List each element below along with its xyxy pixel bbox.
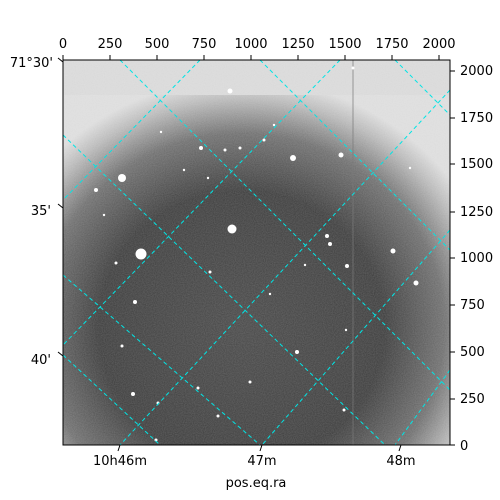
star [227,88,233,94]
star [131,392,135,396]
star [199,146,203,150]
star [303,263,307,267]
plot-frame [62,59,451,446]
star [120,344,124,348]
right-tick-label: 250 [460,392,485,407]
star [196,386,200,390]
right-axis-labels: 2000 1750 1500 1250 1000 750 500 250 0 [460,64,493,454]
star [114,261,118,265]
star [390,248,396,254]
bottom-tick-label: 48m [386,454,415,469]
top-tick-label: 2000 [422,37,455,52]
top-tick-label: 1500 [328,37,361,52]
grid-line [63,60,201,201]
top-tick-label: 500 [145,37,170,52]
left-tick [57,351,64,357]
star [328,242,332,246]
star [338,152,344,158]
left-tick [57,57,64,63]
top-tick-label: 0 [59,37,67,52]
star [159,130,163,134]
star [208,270,212,274]
top-tick-label: 250 [98,37,123,52]
grid-line [63,274,261,445]
left-tick-label: 40' [31,353,51,368]
bottom-tick [117,444,121,452]
star [408,166,412,170]
grid-line [63,134,386,445]
star [154,438,158,442]
tick-marks [57,55,455,452]
star [345,264,349,268]
star [262,138,266,142]
top-tick-label: 750 [192,37,217,52]
right-tick-label: 2000 [460,64,493,79]
star [413,280,419,286]
bottom-tick [398,444,402,452]
left-axis-labels: 71°30' 35' 40' [10,56,53,368]
star [268,292,272,296]
right-tick-label: 0 [460,439,468,454]
star [344,328,348,332]
star [133,300,137,304]
star [290,155,296,161]
star [206,176,210,180]
star [295,350,299,354]
stars-layer [94,66,419,442]
star [118,174,126,182]
top-axis-labels: 0 250 500 750 1000 1250 1500 1750 2000 [59,37,456,52]
grid-line [394,60,450,116]
star [94,188,98,192]
star [248,380,252,384]
left-tick [57,203,64,209]
star [227,224,237,234]
star [223,148,227,152]
bottom-axis-labels: 10h46m 47m 48m [93,454,416,469]
bottom-tick-label: 47m [247,454,276,469]
top-tick-label: 1750 [375,37,408,52]
star [325,234,329,238]
star [238,146,242,150]
x-axis-title: pos.eq.ra [226,476,287,491]
top-tick-label: 1000 [234,37,267,52]
right-tick-label: 1750 [460,111,493,126]
top-tick-label: 1250 [281,37,314,52]
grid-line [63,60,341,346]
grid-line [63,354,161,445]
grid-line [119,89,450,445]
grid-line [394,369,450,445]
star [182,168,186,172]
bottom-tick [259,444,263,452]
star [351,66,355,70]
sky-image [63,60,450,445]
star [216,414,220,418]
star [342,408,346,412]
star [102,213,106,217]
left-tick-label: 35' [31,204,51,219]
grid-line [259,60,450,251]
right-tick-label: 750 [460,298,485,313]
left-tick-label: 71°30' [10,56,53,71]
right-tick-label: 1250 [460,205,493,220]
right-tick-label: 1000 [460,251,493,266]
coordinate-grid [63,60,450,445]
right-tick-label: 500 [460,345,485,360]
grid-line [261,229,450,445]
right-tick-label: 1500 [460,157,493,172]
star [272,123,276,127]
grid-line [119,60,450,391]
bottom-tick-label: 10h46m [93,454,147,469]
star [135,248,147,260]
